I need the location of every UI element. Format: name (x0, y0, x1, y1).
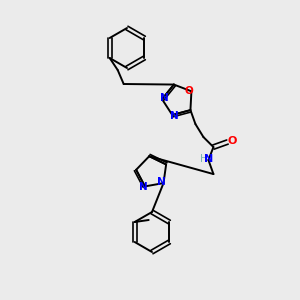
Text: O: O (228, 136, 237, 146)
Text: O: O (184, 86, 193, 96)
Text: N: N (157, 177, 166, 187)
Text: N: N (204, 154, 213, 164)
Text: N: N (160, 93, 168, 103)
Text: N: N (139, 182, 147, 192)
Text: N: N (170, 111, 178, 121)
Text: H: H (200, 154, 207, 164)
